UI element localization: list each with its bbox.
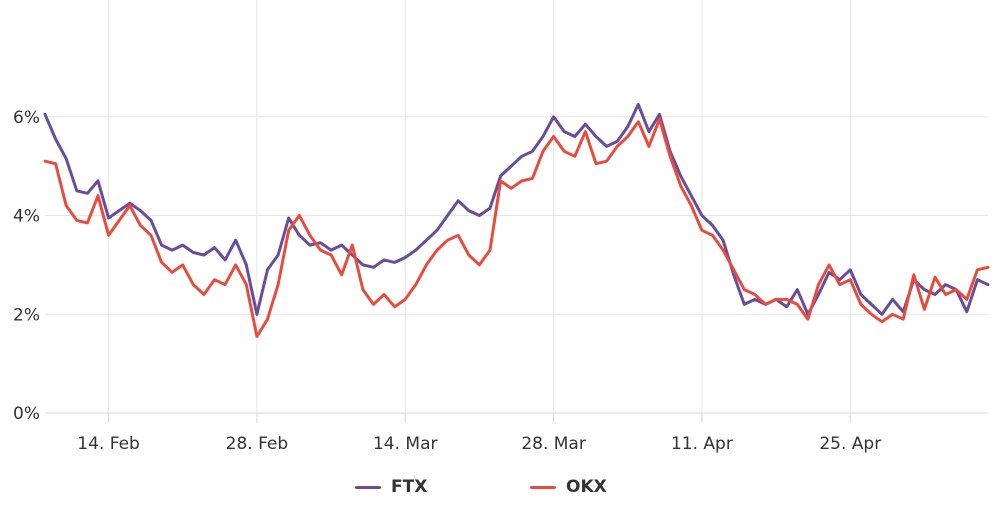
y-tick-label: 4%: [13, 207, 40, 227]
legend-swatch-ftx: [355, 485, 381, 489]
x-tick-label: 14. Feb: [77, 434, 140, 454]
y-tick-label: 2%: [13, 305, 40, 325]
x-axis-tick-labels: 14. Feb 28. Feb 14. Mar 28. Mar 11. Apr 25. A…: [77, 434, 881, 454]
gridlines: [45, 0, 988, 423]
series-line-okx[interactable]: [43, 117, 990, 338]
x-tick-label: 28. Mar: [521, 434, 586, 454]
legend-item-okx[interactable]: OKX: [530, 470, 607, 504]
y-axis-tick-labels: 0% 2% 4% 6%: [13, 108, 40, 424]
legend-label-okx: OKX: [566, 477, 607, 497]
x-tick-label: 14. Mar: [373, 434, 438, 454]
legend: FTX OKX: [0, 470, 1000, 504]
legend-label-ftx: FTX: [391, 477, 428, 497]
y-tick-label: 0%: [13, 404, 40, 424]
line-chart: 0% 2% 4% 6% 14. Feb 28. Feb 14. Mar 28. Mar 11.…: [13, 0, 990, 454]
legend-swatch-okx: [530, 485, 556, 489]
x-tick-label: 11. Apr: [671, 434, 733, 454]
x-tick-label: 28. Feb: [226, 434, 289, 454]
series-line-ftx[interactable]: [43, 102, 990, 316]
x-tick-label: 25. Apr: [819, 434, 881, 454]
legend-item-ftx[interactable]: FTX: [355, 470, 427, 504]
series-lines: [43, 102, 990, 338]
y-tick-label: 6%: [13, 108, 40, 128]
